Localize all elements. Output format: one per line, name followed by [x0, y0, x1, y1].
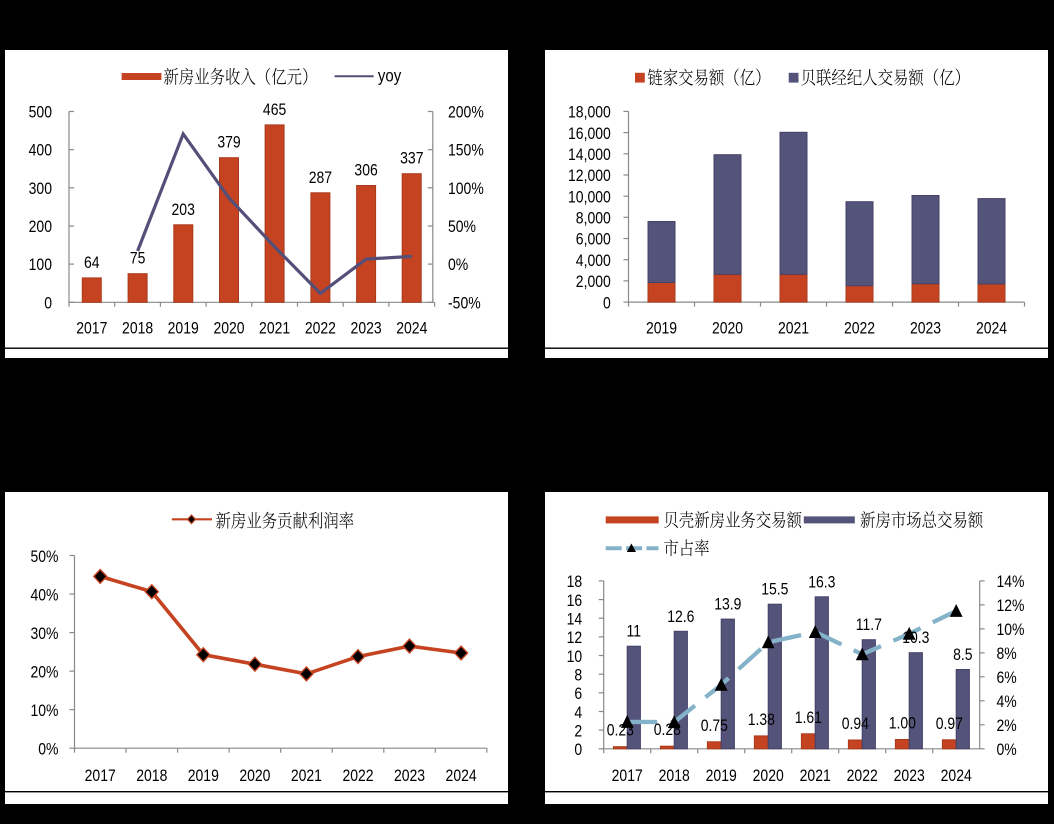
- svg-text:20%: 20%: [30, 663, 58, 681]
- svg-text:2020: 2020: [712, 319, 743, 337]
- svg-text:465: 465: [263, 101, 286, 119]
- svg-text:2018: 2018: [136, 767, 167, 785]
- svg-text:2020: 2020: [213, 319, 244, 337]
- svg-text:1.00: 1.00: [889, 714, 916, 732]
- svg-text:2024: 2024: [446, 767, 477, 785]
- svg-text:2021: 2021: [259, 319, 290, 337]
- svg-text:15.5: 15.5: [761, 581, 788, 599]
- svg-text:2023: 2023: [394, 767, 425, 785]
- svg-text:yoy: yoy: [378, 65, 402, 86]
- svg-text:0: 0: [44, 294, 52, 312]
- svg-text:11.7: 11.7: [856, 616, 882, 634]
- svg-text:0.94: 0.94: [842, 715, 870, 733]
- svg-text:0%: 0%: [38, 740, 58, 758]
- svg-text:379: 379: [217, 134, 240, 152]
- svg-text:300: 300: [29, 180, 52, 198]
- svg-text:2018: 2018: [659, 767, 690, 785]
- svg-text:50%: 50%: [448, 218, 476, 236]
- svg-text:40%: 40%: [30, 586, 58, 604]
- svg-text:1.61: 1.61: [795, 709, 822, 727]
- svg-text:4,000: 4,000: [576, 252, 611, 270]
- svg-text:287: 287: [309, 169, 332, 187]
- svg-text:14%: 14%: [997, 573, 1025, 591]
- svg-text:2021: 2021: [291, 767, 322, 785]
- svg-text:10: 10: [567, 648, 583, 666]
- svg-text:2020: 2020: [239, 767, 270, 785]
- svg-text:2023: 2023: [894, 767, 925, 785]
- svg-text:12.6: 12.6: [667, 608, 694, 626]
- svg-text:2: 2: [574, 722, 582, 740]
- svg-text:75: 75: [130, 250, 146, 268]
- svg-text:0.97: 0.97: [936, 715, 963, 733]
- svg-text:13.9: 13.9: [714, 595, 741, 613]
- svg-text:2021: 2021: [778, 319, 809, 337]
- svg-text:18,000: 18,000: [568, 103, 611, 121]
- svg-text:12,000: 12,000: [568, 167, 611, 185]
- svg-text:100%: 100%: [448, 180, 484, 198]
- svg-text:6%: 6%: [997, 669, 1017, 687]
- svg-text:2022: 2022: [847, 767, 878, 785]
- svg-text:16,000: 16,000: [568, 125, 611, 143]
- svg-text:64: 64: [84, 254, 100, 272]
- svg-text:-50%: -50%: [448, 294, 481, 312]
- svg-text:200%: 200%: [448, 103, 484, 121]
- svg-text:12%: 12%: [997, 597, 1025, 615]
- svg-text:30%: 30%: [30, 625, 58, 643]
- svg-text:16.3: 16.3: [808, 573, 835, 591]
- svg-text:50%: 50%: [30, 548, 58, 566]
- svg-text:0: 0: [603, 294, 611, 312]
- svg-text:18: 18: [567, 573, 583, 591]
- svg-text:2019: 2019: [168, 319, 199, 337]
- svg-text:8,000: 8,000: [576, 209, 611, 227]
- svg-text:2019: 2019: [706, 767, 737, 785]
- svg-text:8: 8: [574, 666, 582, 684]
- svg-text:4%: 4%: [997, 693, 1017, 711]
- svg-text:2018: 2018: [122, 319, 153, 337]
- svg-text:12: 12: [567, 629, 583, 647]
- svg-text:10,000: 10,000: [568, 188, 611, 206]
- svg-text:2019: 2019: [646, 319, 677, 337]
- svg-text:1.38: 1.38: [748, 711, 775, 729]
- svg-text:10%: 10%: [30, 702, 58, 720]
- svg-text:2017: 2017: [612, 767, 643, 785]
- svg-text:10%: 10%: [997, 621, 1025, 639]
- svg-text:2022: 2022: [342, 767, 373, 785]
- svg-text:2022: 2022: [844, 319, 875, 337]
- svg-text:2020: 2020: [753, 767, 784, 785]
- svg-text:0%: 0%: [448, 256, 468, 274]
- svg-text:2021: 2021: [800, 767, 831, 785]
- svg-text:6: 6: [574, 685, 582, 703]
- svg-text:400: 400: [29, 142, 52, 160]
- svg-text:100: 100: [29, 256, 52, 274]
- svg-text:16: 16: [567, 592, 583, 610]
- svg-text:8%: 8%: [997, 645, 1017, 663]
- svg-text:2024: 2024: [941, 767, 972, 785]
- svg-text:8.5: 8.5: [953, 646, 972, 664]
- svg-text:203: 203: [172, 201, 195, 219]
- svg-text:500: 500: [29, 103, 52, 121]
- svg-text:2023: 2023: [351, 319, 382, 337]
- svg-text:2024: 2024: [976, 319, 1007, 337]
- svg-text:2%: 2%: [997, 717, 1017, 735]
- svg-text:4: 4: [574, 704, 582, 722]
- svg-text:2017: 2017: [76, 319, 107, 337]
- svg-text:0%: 0%: [997, 741, 1017, 759]
- svg-text:2023: 2023: [910, 319, 941, 337]
- svg-text:2022: 2022: [305, 319, 336, 337]
- svg-text:0.75: 0.75: [701, 717, 728, 735]
- svg-text:11: 11: [627, 623, 642, 641]
- svg-text:337: 337: [400, 150, 423, 168]
- svg-text:6,000: 6,000: [576, 231, 611, 249]
- svg-text:2024: 2024: [396, 319, 427, 337]
- svg-text:306: 306: [354, 161, 377, 179]
- svg-text:2019: 2019: [188, 767, 219, 785]
- svg-text:0: 0: [574, 741, 582, 759]
- svg-text:14: 14: [567, 610, 583, 628]
- svg-text:2,000: 2,000: [576, 273, 611, 291]
- svg-text:14,000: 14,000: [568, 146, 611, 164]
- svg-text:200: 200: [29, 218, 52, 236]
- svg-text:150%: 150%: [448, 142, 484, 160]
- svg-text:2017: 2017: [85, 767, 116, 785]
